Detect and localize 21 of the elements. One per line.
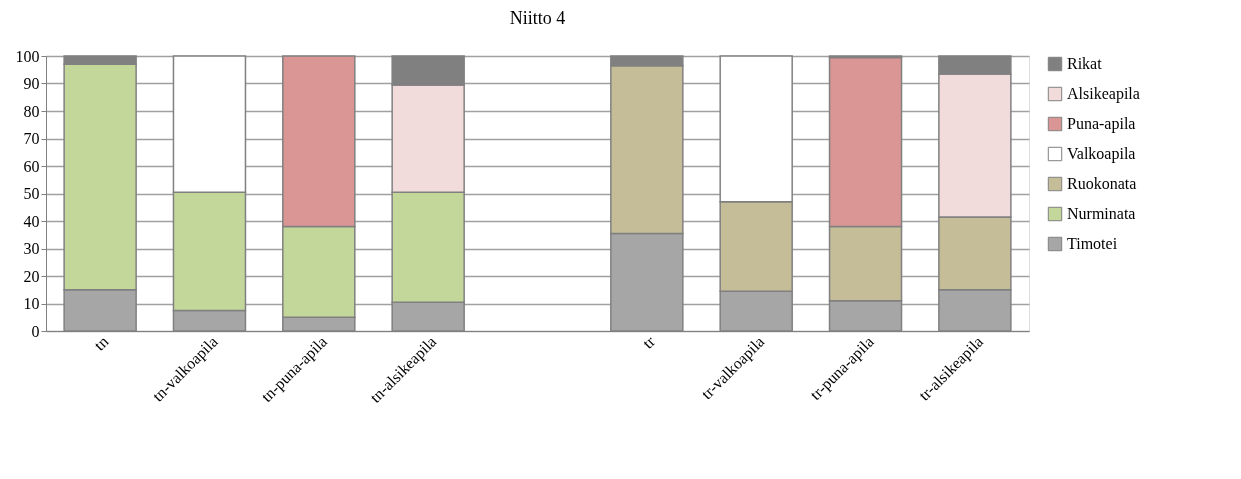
legend-label: Nurminata bbox=[1067, 205, 1136, 222]
y-tick-label: 90 bbox=[23, 75, 40, 92]
legend-label: Puna-apila bbox=[1067, 115, 1136, 133]
y-tick-label: 0 bbox=[31, 322, 40, 340]
legend-label: Timotei bbox=[1067, 235, 1118, 252]
legend-label: Valkoapila bbox=[1067, 145, 1136, 163]
legend-label: Ruokonata bbox=[1067, 175, 1137, 192]
y-tick-label: 100 bbox=[15, 47, 40, 65]
y-tick-label: 80 bbox=[23, 102, 40, 120]
legend-label: Rikat bbox=[1067, 55, 1103, 72]
chart-title: Niitto 4 bbox=[509, 8, 566, 28]
y-tick-label: 10 bbox=[23, 295, 40, 312]
x-tick-label: tr bbox=[639, 332, 659, 352]
y-tick-label: 60 bbox=[23, 157, 40, 175]
y-tick-label: 40 bbox=[23, 212, 40, 230]
y-tick-label: 30 bbox=[23, 240, 40, 257]
y-tick-label: 20 bbox=[23, 267, 40, 285]
legend-label: Alsikeapila bbox=[1067, 85, 1140, 103]
y-tick-label: 50 bbox=[23, 185, 40, 202]
y-tick-label: 70 bbox=[23, 130, 40, 147]
x-tick-label: tn bbox=[90, 332, 112, 354]
